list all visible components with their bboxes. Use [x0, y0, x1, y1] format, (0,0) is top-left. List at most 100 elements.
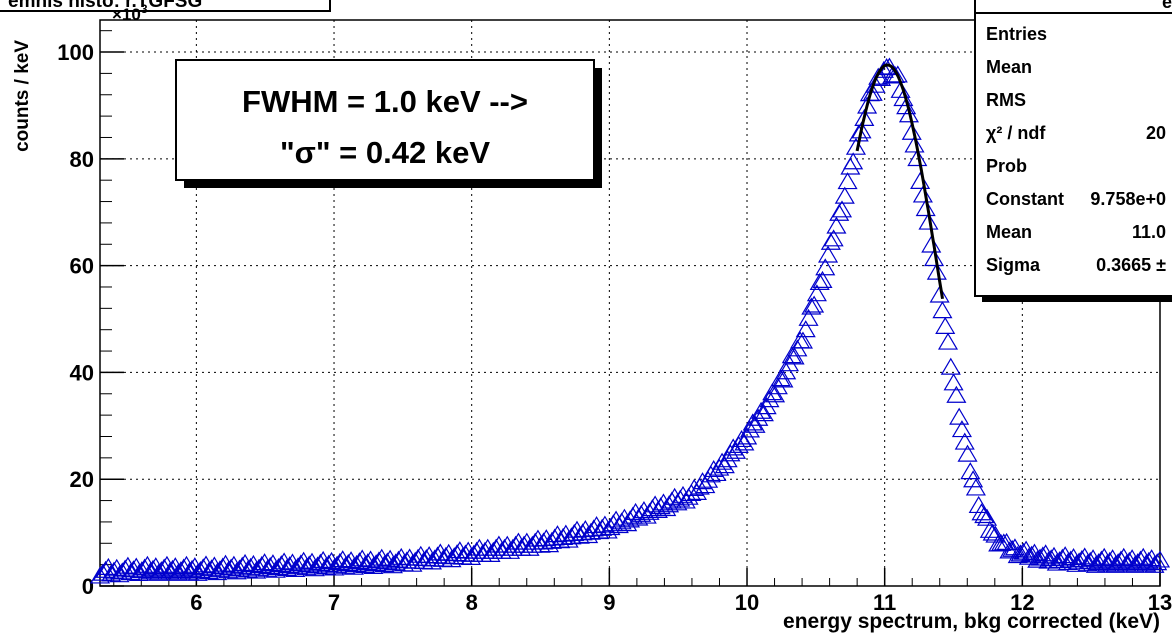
- sigma-text: "σ" = 0.42 keV: [280, 135, 490, 170]
- data-point: [586, 516, 607, 534]
- stats-row-label: Mean: [986, 222, 1032, 242]
- data-point: [965, 478, 986, 496]
- data-point: [739, 420, 760, 438]
- x-axis-title: energy spectrum, bkg corrected (keV): [783, 610, 1160, 633]
- data-point: [285, 559, 306, 578]
- data-point: [857, 96, 878, 114]
- histogram-title: emhis histo: r.TGFSG: [8, 0, 202, 12]
- data-point: [854, 108, 875, 127]
- data-point: [946, 385, 967, 403]
- y-axis-title: counts / keV: [12, 40, 33, 152]
- data-point: [915, 199, 936, 217]
- data-point: [898, 105, 919, 123]
- data-point: [831, 200, 853, 218]
- x-tick-label: 6: [190, 590, 202, 615]
- data-series: [89, 57, 1171, 584]
- data-point: [823, 229, 844, 247]
- data-point: [566, 520, 588, 538]
- y-multiplier-base: ×10: [112, 5, 141, 24]
- stats-row-value: 0.3665 ±: [1096, 255, 1166, 275]
- stats-row-value: 11.0: [1132, 222, 1166, 242]
- data-point: [770, 369, 791, 387]
- fwhm-text: FWHM = 1.0 keV -->: [242, 84, 528, 119]
- data-point: [943, 373, 964, 391]
- data-point: [382, 556, 403, 574]
- x-tick-label: 7: [328, 590, 340, 615]
- data-point: [1144, 555, 1165, 573]
- y-multiplier-exponent: 3: [141, 2, 148, 16]
- data-point: [265, 560, 286, 578]
- data-point: [985, 525, 1006, 543]
- data-point: [868, 67, 889, 85]
- data-point: [781, 346, 802, 364]
- data-point: [974, 505, 995, 524]
- y-tick-label: 40: [70, 360, 94, 385]
- data-point: [918, 212, 939, 230]
- data-point: [742, 413, 763, 431]
- data-point: [820, 232, 841, 250]
- data-point: [109, 565, 130, 583]
- data-point: [949, 407, 970, 425]
- gaussian-fit-curve: [855, 63, 944, 300]
- data-point: [910, 171, 931, 189]
- data-point: [1030, 548, 1051, 566]
- stats-row-value: 20: [1146, 123, 1166, 143]
- data-point: [951, 420, 972, 438]
- stats-row-label: Sigma: [986, 255, 1041, 275]
- data-point: [1027, 550, 1048, 568]
- data-point: [748, 408, 769, 426]
- data-point: [226, 562, 247, 580]
- data-point: [547, 525, 568, 543]
- x-tick-label: 9: [603, 590, 615, 615]
- data-point: [792, 331, 813, 349]
- data-point: [829, 203, 850, 221]
- stats-row-value: 9.758e+0: [1090, 189, 1166, 209]
- data-point: [840, 157, 861, 175]
- data-point: [1010, 544, 1031, 562]
- data-point: [801, 297, 822, 315]
- data-point: [937, 332, 959, 350]
- data-point: [818, 245, 839, 263]
- stats-row-label: Entries: [986, 24, 1047, 44]
- data-point: [1147, 553, 1168, 571]
- data-point: [759, 390, 780, 408]
- data-point: [837, 172, 858, 190]
- data-point: [921, 235, 942, 253]
- data-point: [363, 556, 384, 575]
- data-point: [798, 308, 819, 326]
- data-point: [343, 557, 364, 575]
- data-point: [762, 383, 783, 401]
- y-tick-label: 20: [70, 467, 94, 492]
- x-tick-label: 13: [1148, 590, 1172, 615]
- x-tick-label: 11: [873, 590, 896, 615]
- data-point: [901, 122, 922, 140]
- data-point: [960, 462, 981, 480]
- data-point: [968, 495, 989, 514]
- data-point: [982, 523, 1003, 541]
- data-point: [207, 562, 228, 581]
- data-point: [896, 97, 917, 115]
- histogram-title-box: emhis histo: r.TGFSG: [0, 0, 331, 12]
- x-axis: 6 7 8 9 10 11 12 13: [113, 568, 1172, 615]
- data-point: [935, 316, 956, 334]
- data-point: [712, 452, 733, 470]
- data-point: [737, 427, 758, 445]
- data-point: [904, 135, 925, 153]
- data-point: [734, 433, 755, 451]
- stats-box: ey Entries Mean RMS χ² / ndf 20 Prob Constant 9…: [974, 0, 1172, 302]
- data-point: [834, 186, 855, 204]
- data-point: [977, 508, 998, 526]
- data-point: [324, 558, 345, 576]
- y-tick-label: 80: [70, 147, 94, 172]
- data-point: [954, 432, 975, 450]
- data-point: [795, 320, 816, 338]
- data-point: [957, 444, 978, 462]
- data-point: [1007, 545, 1028, 564]
- data-point: [723, 438, 744, 456]
- data-point: [893, 88, 914, 107]
- data-point: [806, 284, 827, 302]
- plot-frame: [99, 19, 1161, 587]
- data-point: [594, 515, 615, 533]
- stats-row-label: χ² / ndf: [986, 123, 1046, 143]
